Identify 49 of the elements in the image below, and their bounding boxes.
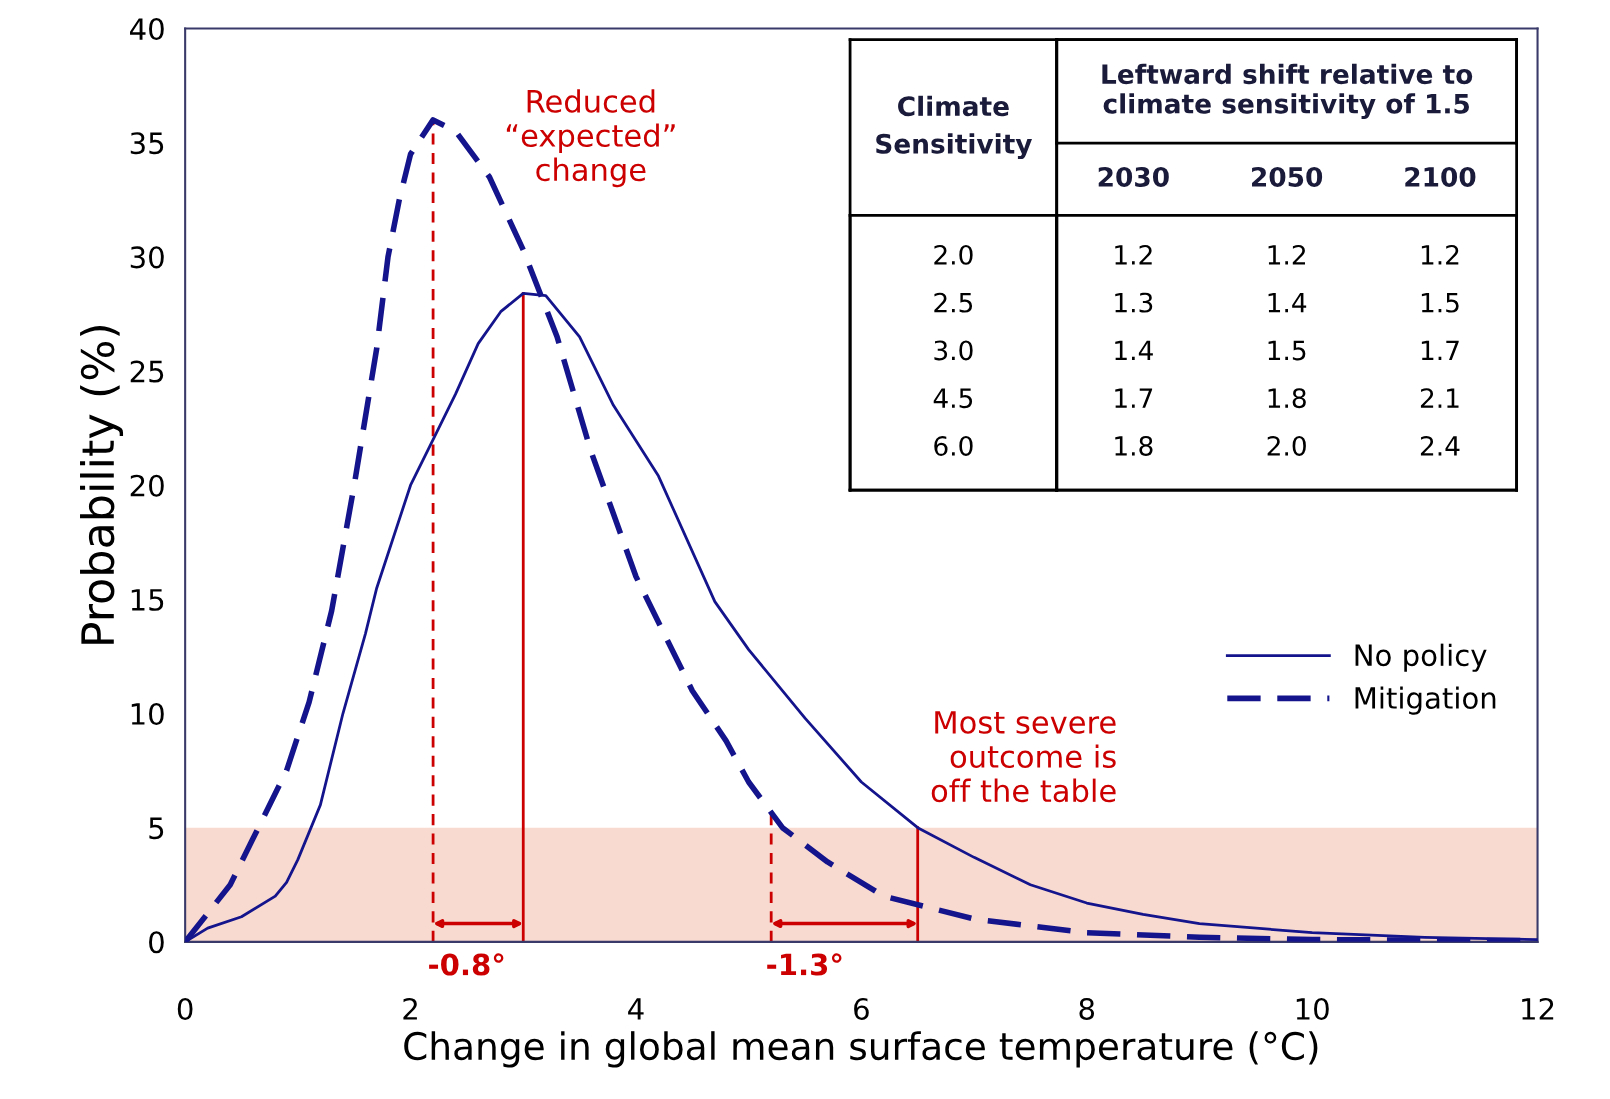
y-tick-label: 20 bbox=[130, 474, 164, 497]
text: 1.8 bbox=[1268, 388, 1306, 409]
x-axis-title: Change in global mean surface temperature (°C) bbox=[404, 1031, 1318, 1068]
annotation: Reduced “expected” change bbox=[506, 89, 675, 188]
category-label: 6.0 bbox=[934, 435, 973, 456]
text: 1.7 bbox=[1115, 388, 1153, 408]
text: Climate Sensitivity bbox=[876, 95, 1032, 160]
y-tick-label: 15 bbox=[131, 589, 164, 611]
category-label: 3.0 bbox=[934, 340, 973, 361]
x-tick-label: 6 bbox=[854, 997, 869, 1020]
text: 1.5 bbox=[1268, 340, 1306, 361]
x-tick-label: 8 bbox=[1079, 997, 1095, 1020]
x-tick-label: 0 bbox=[177, 997, 193, 1020]
y-tick-label: 30 bbox=[130, 246, 164, 269]
y-tick-label: 5 bbox=[149, 817, 164, 840]
text: Leftward shift relative to climate sensitivity of 1.5 bbox=[1102, 63, 1473, 120]
x-tick-label: 12 bbox=[1522, 997, 1554, 1020]
category-label: 2030 bbox=[1098, 166, 1169, 187]
y-tick-label: 25 bbox=[130, 360, 164, 383]
text: 1.3 bbox=[1115, 292, 1153, 313]
y-tick-label: 10 bbox=[131, 702, 164, 726]
annotation: Most severe outcome is off the table bbox=[931, 711, 1116, 803]
x-tick-label: 4 bbox=[628, 998, 644, 1020]
annotation: -1.3° bbox=[767, 953, 842, 976]
text: 1.7 bbox=[1421, 340, 1459, 361]
legend-label: No policy bbox=[1355, 643, 1487, 672]
text: 2.4 bbox=[1420, 435, 1460, 456]
x-tick-label: 10 bbox=[1296, 997, 1329, 1020]
text: 1.4 bbox=[1115, 340, 1153, 361]
y-tick-label: 35 bbox=[130, 132, 164, 155]
text: 1.2 bbox=[1115, 244, 1152, 265]
category-label: 4.5 bbox=[933, 388, 973, 409]
text: 1.5 bbox=[1421, 293, 1459, 313]
y-tick-label: 0 bbox=[149, 931, 164, 954]
x-tick-label: 2 bbox=[403, 997, 417, 1020]
text: 1.4 bbox=[1268, 293, 1307, 313]
category-label: 2050 bbox=[1252, 166, 1323, 187]
category-label: 2100 bbox=[1405, 166, 1476, 187]
text: 1.2 bbox=[1268, 244, 1306, 265]
category-label: 2.0 bbox=[934, 244, 973, 265]
annotation: -0.8° bbox=[429, 953, 504, 976]
text: 1.2 bbox=[1421, 244, 1459, 265]
y-axis-title: Probability (%) bbox=[80, 326, 124, 644]
text: 2.1 bbox=[1420, 388, 1459, 408]
text: 2.0 bbox=[1267, 435, 1306, 456]
text: 1.8 bbox=[1115, 435, 1153, 456]
y-tick-label: 40 bbox=[130, 18, 164, 41]
category-label: 2.5 bbox=[934, 292, 973, 313]
legend-label: Mitigation bbox=[1355, 686, 1496, 715]
